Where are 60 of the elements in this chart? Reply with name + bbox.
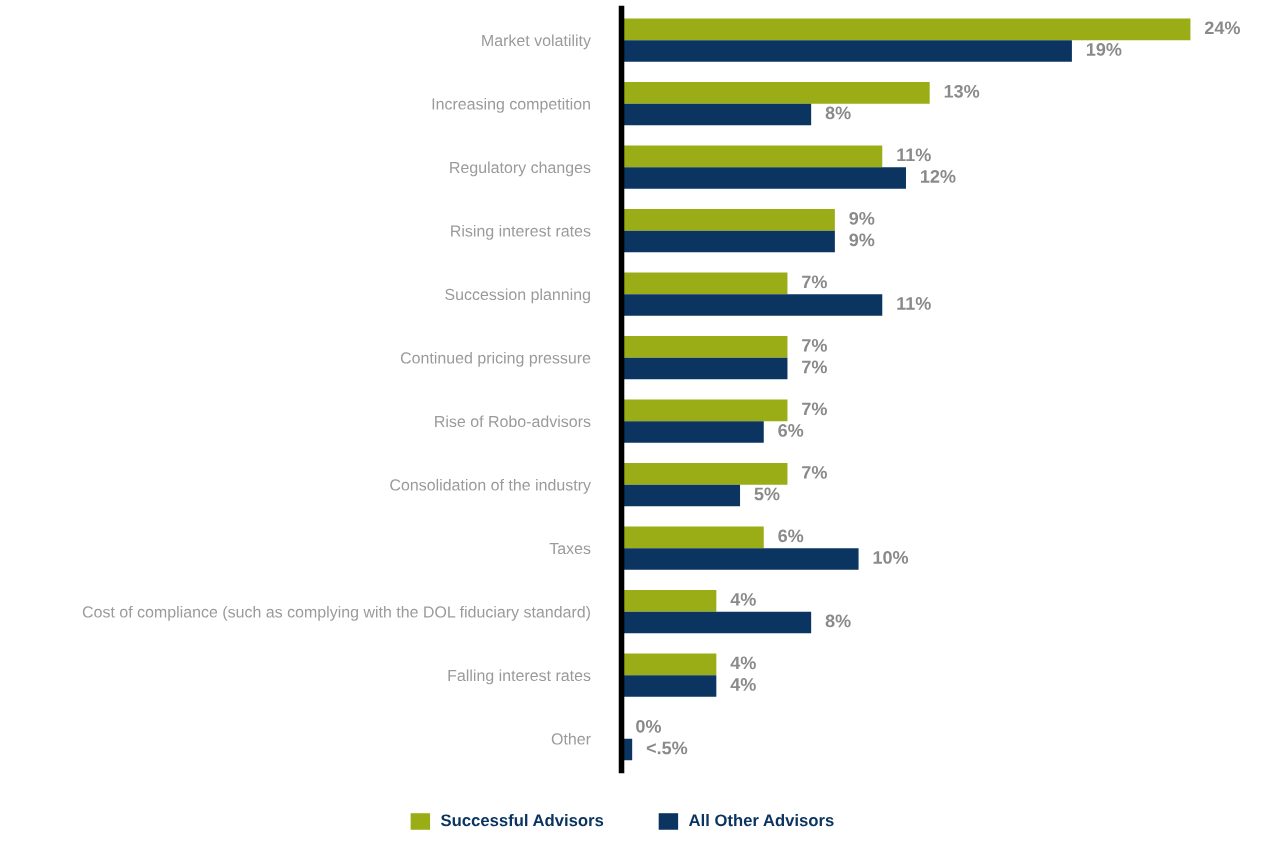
data-label: 0% xyxy=(636,719,662,733)
y-tick-label: Other xyxy=(551,732,591,745)
bar xyxy=(621,611,812,634)
y-tick-label: Succession planning xyxy=(445,288,590,304)
data-label: 7% xyxy=(802,465,827,479)
data-label: 13% xyxy=(944,84,980,98)
y-tick-label: Regulatory changes xyxy=(450,161,591,177)
bar xyxy=(621,336,788,358)
bar xyxy=(621,421,764,443)
y-tick-label: Rise of Robo-advisors xyxy=(435,415,591,428)
bar xyxy=(621,82,930,104)
bar xyxy=(621,399,788,422)
y-tick-label: Cost of compliance (such as complying with the DOL fiduciary standard) xyxy=(82,605,590,621)
bar xyxy=(621,18,1191,41)
y-tick-label: Market volatility xyxy=(482,34,591,50)
data-label: 10% xyxy=(873,551,909,564)
y-tick-label: Increasing competition xyxy=(432,97,590,113)
bar xyxy=(621,145,883,168)
bar xyxy=(621,103,812,126)
data-label: 9% xyxy=(849,211,875,225)
bar xyxy=(621,675,717,697)
data-label: 11% xyxy=(897,297,931,310)
data-label: 11% xyxy=(897,148,931,162)
data-label: 12% xyxy=(921,170,956,183)
legend-label: Successful Advisors xyxy=(440,813,604,827)
y-tick-label: Consolidation of the industry xyxy=(390,478,591,494)
bar xyxy=(621,484,741,507)
bar xyxy=(621,548,859,570)
bar xyxy=(621,209,835,231)
data-label: 6% xyxy=(778,529,804,543)
bar xyxy=(621,526,764,549)
bar xyxy=(621,653,717,676)
bar xyxy=(621,230,835,253)
y-tick-label: Taxes xyxy=(549,542,591,555)
data-label: 8% xyxy=(825,614,851,628)
y-tick-label: Continued pricing pressure xyxy=(400,351,591,367)
data-label: 8% xyxy=(825,106,851,120)
data-label: 4% xyxy=(730,592,756,606)
bar xyxy=(621,357,788,380)
bar xyxy=(621,590,717,612)
data-label: 4% xyxy=(730,656,756,670)
data-label: 9% xyxy=(849,233,875,247)
y-tick-label: Falling interest rates xyxy=(448,669,591,685)
data-label: 24% xyxy=(1204,21,1240,35)
bar xyxy=(621,294,883,316)
data-label: <.5% xyxy=(646,741,688,755)
data-label: 4% xyxy=(730,678,756,691)
bar xyxy=(621,40,1072,62)
legend-label: All Other Advisors xyxy=(688,813,834,827)
data-label: 7% xyxy=(802,338,827,352)
data-label: 19% xyxy=(1086,43,1122,56)
y-tick-label: Rising interest rates xyxy=(451,224,591,240)
bar xyxy=(621,463,788,485)
data-label: 7% xyxy=(802,402,827,416)
bar xyxy=(621,167,906,189)
data-label: 7% xyxy=(802,275,827,289)
data-label: 7% xyxy=(802,360,827,374)
bar xyxy=(621,272,788,295)
data-label: 6% xyxy=(778,424,804,437)
data-label: 5% xyxy=(754,487,780,501)
